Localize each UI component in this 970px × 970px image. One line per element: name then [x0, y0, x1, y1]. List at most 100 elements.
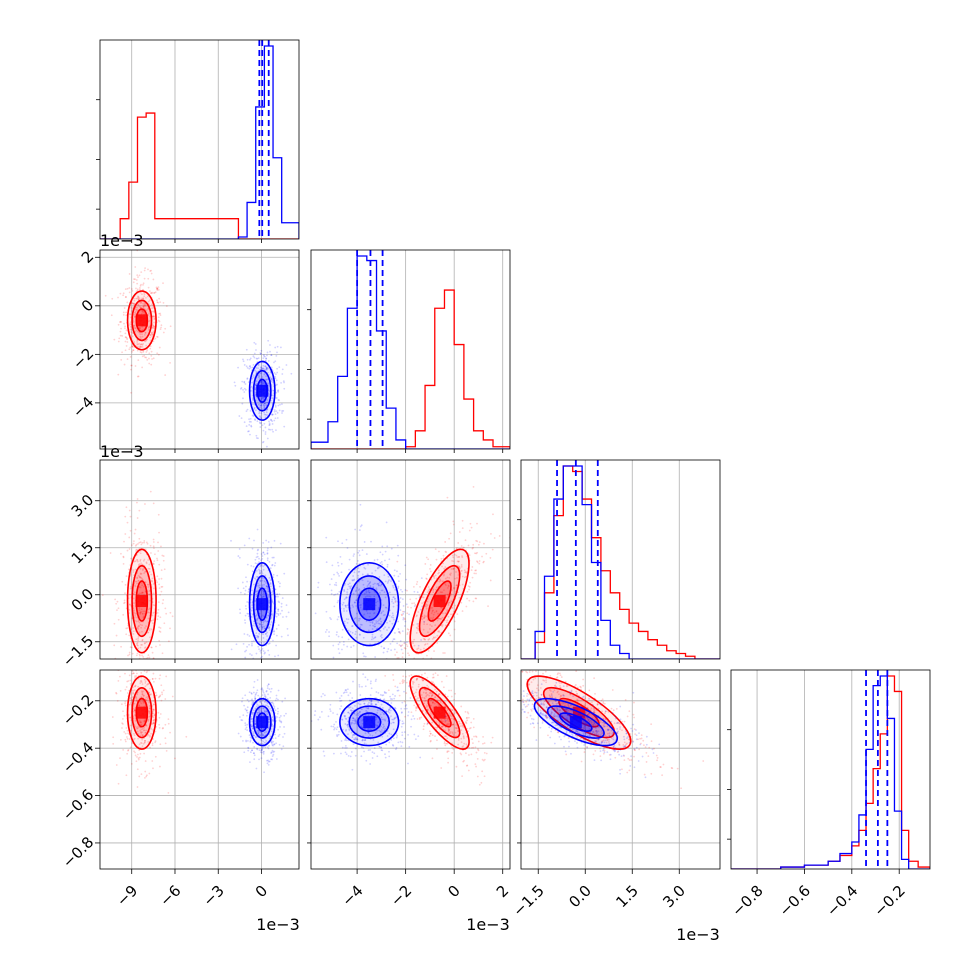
sample-point	[256, 689, 259, 692]
sample-point	[454, 604, 457, 607]
sample-point	[145, 339, 148, 341]
sample-point	[140, 302, 142, 305]
sample-point	[130, 364, 133, 367]
sample-point	[116, 609, 118, 612]
sample-point	[478, 560, 481, 562]
sample-point	[396, 678, 398, 680]
sample-point	[403, 610, 406, 613]
sample-point	[147, 719, 150, 721]
sample-point	[156, 289, 159, 292]
sample-point	[447, 601, 450, 604]
sample-point	[403, 625, 406, 627]
sample-point	[458, 555, 460, 558]
sample-point	[455, 584, 458, 587]
sample-point	[384, 613, 386, 616]
sample-point	[468, 599, 471, 602]
sample-point	[260, 748, 263, 751]
sample-point	[243, 619, 246, 622]
sample-point	[249, 739, 252, 742]
sample-point	[398, 580, 400, 583]
sample-point	[381, 711, 384, 714]
sample-point	[263, 583, 265, 586]
sample-point	[340, 752, 342, 755]
sample-point	[139, 337, 142, 340]
sample-point	[426, 704, 428, 707]
sample-point	[136, 577, 139, 580]
sample-point	[268, 688, 271, 690]
sample-point	[425, 699, 427, 702]
sample-point	[140, 741, 142, 744]
sample-point	[360, 623, 363, 626]
sample-point	[447, 729, 450, 732]
sample-point	[371, 621, 374, 623]
sample-point	[164, 737, 167, 740]
sample-point	[264, 365, 267, 367]
sample-point	[136, 306, 138, 309]
sample-point	[152, 710, 154, 713]
sample-point	[380, 560, 383, 563]
sample-point	[253, 622, 256, 625]
sample-point	[139, 729, 142, 732]
sample-point	[237, 587, 239, 590]
sample-point	[260, 417, 263, 419]
sample-point	[258, 749, 261, 752]
sample-point	[399, 597, 402, 599]
sample-point	[244, 650, 246, 653]
sample-point	[473, 572, 476, 575]
sample-point	[362, 636, 365, 639]
sample-point	[458, 531, 461, 533]
sample-point	[158, 695, 161, 698]
sample-point	[163, 622, 166, 625]
sample-point	[277, 710, 280, 713]
sample-point	[141, 541, 144, 544]
sample-point	[147, 654, 150, 657]
sample-point	[243, 387, 246, 390]
sample-point	[416, 648, 419, 651]
sample-point	[401, 656, 404, 659]
sample-point	[274, 655, 276, 658]
sample-point	[273, 707, 276, 710]
sample-point	[239, 591, 242, 594]
sample-point	[339, 674, 341, 676]
sample-point	[144, 685, 147, 688]
sample-point	[258, 557, 260, 560]
sample-point	[137, 685, 139, 688]
sample-point	[258, 641, 261, 644]
sample-point	[130, 391, 133, 394]
sample-point	[242, 642, 245, 645]
sample-point	[146, 670, 149, 672]
sample-point	[124, 325, 126, 328]
sample-point	[399, 632, 402, 635]
sample-point	[277, 610, 280, 613]
sample-point	[477, 748, 479, 750]
sample-point	[154, 553, 156, 556]
panel-frame	[310, 459, 511, 660]
sample-point	[281, 609, 283, 612]
sample-point	[267, 611, 269, 614]
sample-point	[139, 346, 142, 348]
sample-point	[283, 726, 285, 728]
sample-point	[131, 670, 134, 672]
sample-point	[459, 752, 462, 755]
sample-point	[430, 617, 432, 619]
sample-point	[375, 620, 378, 622]
sample-point	[313, 714, 316, 716]
sample-point	[426, 708, 429, 711]
sample-point	[474, 763, 477, 766]
sample-point	[380, 620, 383, 623]
sample-point	[354, 617, 357, 619]
sample-point	[138, 305, 141, 308]
sample-point	[261, 647, 264, 650]
sample-point	[252, 752, 255, 755]
sample-point	[267, 588, 270, 591]
sample-point	[422, 628, 425, 631]
sample-point	[124, 327, 126, 330]
sample-point	[260, 559, 263, 562]
sample-point	[432, 662, 434, 664]
sample-point	[246, 358, 249, 361]
sample-point	[136, 330, 139, 333]
sample-point	[268, 653, 271, 656]
sample-point	[136, 297, 139, 300]
sample-point	[478, 562, 481, 565]
sample-point	[157, 608, 160, 611]
